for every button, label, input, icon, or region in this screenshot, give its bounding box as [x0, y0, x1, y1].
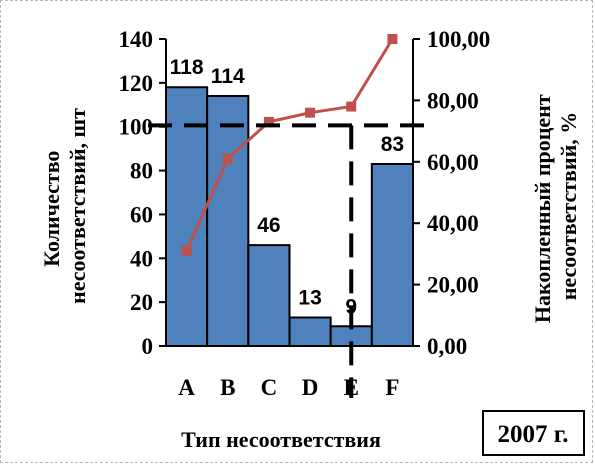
y-axis-title-line1: Количество	[39, 151, 64, 267]
line-point-A	[181, 245, 192, 256]
year-box	[482, 410, 585, 456]
data-label: 118	[170, 56, 204, 79]
y-tick-label: 100	[119, 115, 154, 140]
y-tick-label: 120	[119, 71, 154, 96]
y2-tick-label: 0,00	[427, 334, 467, 359]
y2-tick-label: 80,00	[427, 88, 479, 113]
y-tick-label: 140	[119, 27, 154, 52]
bar-data-labels: 1181144613983	[170, 56, 404, 318]
y-tick-label: 80	[130, 159, 153, 184]
y2-tick-label: 60,00	[427, 150, 479, 175]
line-point-D	[305, 107, 316, 118]
year-label: 2007 г.	[497, 421, 568, 448]
y2-tick-label: 20,00	[427, 273, 479, 298]
y-tick-label: 0	[142, 334, 154, 359]
category-label: D	[302, 375, 319, 400]
y-axis-title: Количество несоответствий, шт	[39, 108, 90, 304]
category-label: F	[385, 375, 399, 400]
category-labels: ABCDEF	[178, 375, 399, 400]
category-label: C	[261, 375, 278, 400]
bar-F	[370, 162, 415, 347]
category-label: A	[178, 375, 195, 400]
y-tick-label: 20	[130, 290, 153, 315]
line-point-E	[346, 101, 357, 112]
y2-axis-title: Накопленный процент несоответствий, %	[530, 89, 581, 323]
y2-axis-title-line2: несоответствий, %	[556, 112, 581, 301]
cumulative-line	[185, 38, 394, 252]
y-tick-label: 60	[130, 202, 153, 227]
data-label: 114	[211, 65, 245, 88]
y2-axis-title-line1: Накопленный процент	[530, 94, 555, 323]
y-ticks-left: 0 20 40 60 80 100 120 140	[119, 27, 166, 359]
y-ticks-right: 0,00 20,00 40,00 60,00 80,00 100,00	[413, 27, 490, 359]
bar-series	[165, 86, 415, 348]
pareto-guide-lines	[148, 123, 433, 398]
x-axis-title: Тип несоответствия	[181, 427, 381, 452]
y2-tick-label: 100,00	[427, 27, 490, 52]
cumulative-line-series	[181, 34, 398, 256]
y-axis-title-line2: несоответствий, шт	[65, 108, 90, 304]
bar-B	[206, 95, 250, 347]
line-point-C	[263, 116, 274, 127]
bar-C	[247, 244, 291, 347]
y2-tick-label: 40,00	[427, 211, 479, 236]
line-point-F	[387, 34, 398, 44]
data-label: 83	[381, 133, 404, 156]
data-label: 13	[298, 286, 321, 309]
bar-D	[288, 316, 332, 348]
y-tick-label: 40	[130, 246, 153, 271]
line-point-B	[222, 153, 233, 164]
data-label: 46	[257, 214, 280, 237]
category-label: B	[220, 375, 235, 400]
